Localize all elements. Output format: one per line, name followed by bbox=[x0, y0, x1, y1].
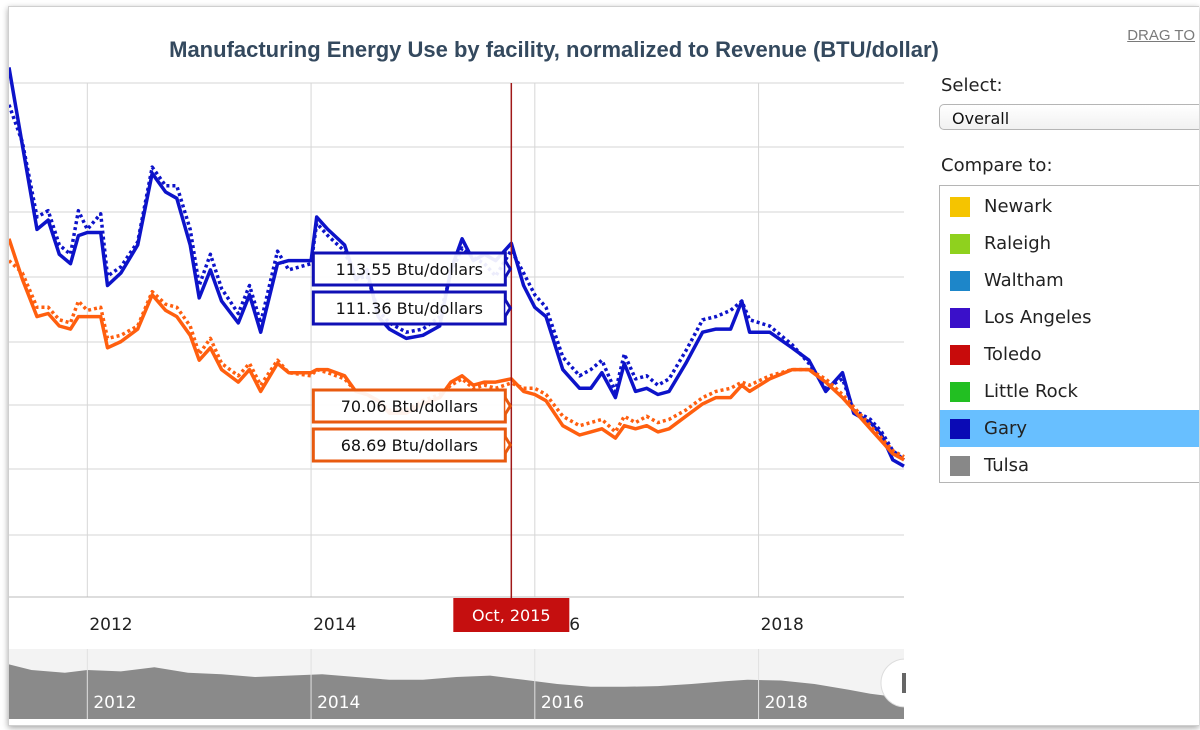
filter-panel: Select: Overall Compare to: Newark Raleig… bbox=[939, 75, 1199, 483]
compare-item-newark[interactable]: Newark bbox=[940, 188, 1199, 225]
drag-link[interactable]: DRAG TO bbox=[1127, 27, 1195, 44]
compare-item-label: Los Angeles bbox=[984, 307, 1092, 328]
tooltip-box bbox=[311, 251, 507, 287]
compare-item-label: Little Rock bbox=[984, 381, 1078, 402]
color-swatch-icon bbox=[950, 418, 970, 439]
color-swatch-icon bbox=[950, 307, 970, 328]
compare-item-label: Raleigh bbox=[984, 233, 1052, 254]
compare-item-label: Waltham bbox=[984, 270, 1064, 291]
color-swatch-icon bbox=[950, 196, 970, 217]
x-tick-label: 2012 bbox=[89, 615, 132, 635]
chart-title-text: Manufacturing Energy Use by facility, no… bbox=[169, 37, 939, 62]
compare-list: Newark Raleigh Waltham Los Angeles Toledo Lit… bbox=[939, 185, 1199, 483]
navigator-tick-label: 2012 bbox=[93, 693, 136, 713]
compare-item-label: Gary bbox=[984, 418, 1028, 439]
x-tick-label: 2018 bbox=[761, 615, 804, 635]
compare-item-toledo[interactable]: Toledo bbox=[940, 336, 1199, 373]
compare-item-label: Newark bbox=[984, 196, 1053, 217]
tooltip-pointer bbox=[504, 260, 513, 278]
navigator-tick-label: 2014 bbox=[317, 693, 360, 713]
color-swatch-icon bbox=[950, 344, 970, 365]
compare-item-label: Tulsa bbox=[984, 455, 1030, 476]
tooltip-label: 70.06 Btu/dollars bbox=[341, 397, 478, 416]
chart-title: Manufacturing Energy Use by facility, no… bbox=[9, 37, 1194, 63]
tooltip-label: 113.55 Btu/dollars bbox=[336, 260, 483, 279]
compare-item-label: Toledo bbox=[984, 344, 1042, 365]
tooltip-label: 111.36 Btu/dollars bbox=[336, 299, 483, 318]
color-swatch-icon bbox=[950, 381, 970, 402]
select-label: Select: bbox=[941, 75, 1003, 96]
color-swatch-icon bbox=[950, 270, 970, 291]
chart-area[interactable]: 2012 2014 2016 2018 113.55 Btu/dollars 111.36… bbox=[9, 7, 1199, 725]
navigator-area bbox=[9, 664, 904, 719]
x-tick-label: 2014 bbox=[313, 615, 356, 635]
navigator-mask bbox=[904, 649, 934, 719]
cursor-date-label: Oct, 2015 bbox=[472, 606, 551, 625]
navigator-tick-label: 2016 bbox=[541, 693, 584, 713]
compare-item-tulsa[interactable]: Tulsa bbox=[940, 447, 1199, 484]
compare-label: Compare to: bbox=[941, 155, 1053, 176]
tooltip-pointer bbox=[504, 436, 513, 454]
color-swatch-icon bbox=[950, 233, 970, 254]
compare-item-waltham[interactable]: Waltham bbox=[940, 262, 1199, 299]
tooltip-box bbox=[311, 427, 507, 463]
series-line-orange-dotted bbox=[9, 259, 905, 459]
compare-item-raleigh[interactable]: Raleigh bbox=[940, 225, 1199, 262]
cursor-date-box bbox=[453, 598, 570, 632]
compare-item-little-rock[interactable]: Little Rock bbox=[940, 373, 1199, 410]
tooltip-pointer bbox=[504, 397, 513, 415]
navigator-tick-label: 2018 bbox=[765, 693, 808, 713]
chart-widget: 2012 2014 2016 2018 113.55 Btu/dollars 111.36… bbox=[8, 6, 1199, 726]
tooltip-pointer bbox=[504, 299, 513, 317]
color-swatch-icon bbox=[950, 455, 970, 476]
navigator-handle-grip-icon[interactable] bbox=[902, 673, 906, 693]
tooltip-label: 68.69 Btu/dollars bbox=[341, 436, 478, 455]
compare-item-los-angeles[interactable]: Los Angeles bbox=[940, 299, 1199, 336]
select-dropdown[interactable]: Overall bbox=[939, 104, 1199, 130]
compare-item-gary[interactable]: Gary bbox=[940, 410, 1199, 447]
